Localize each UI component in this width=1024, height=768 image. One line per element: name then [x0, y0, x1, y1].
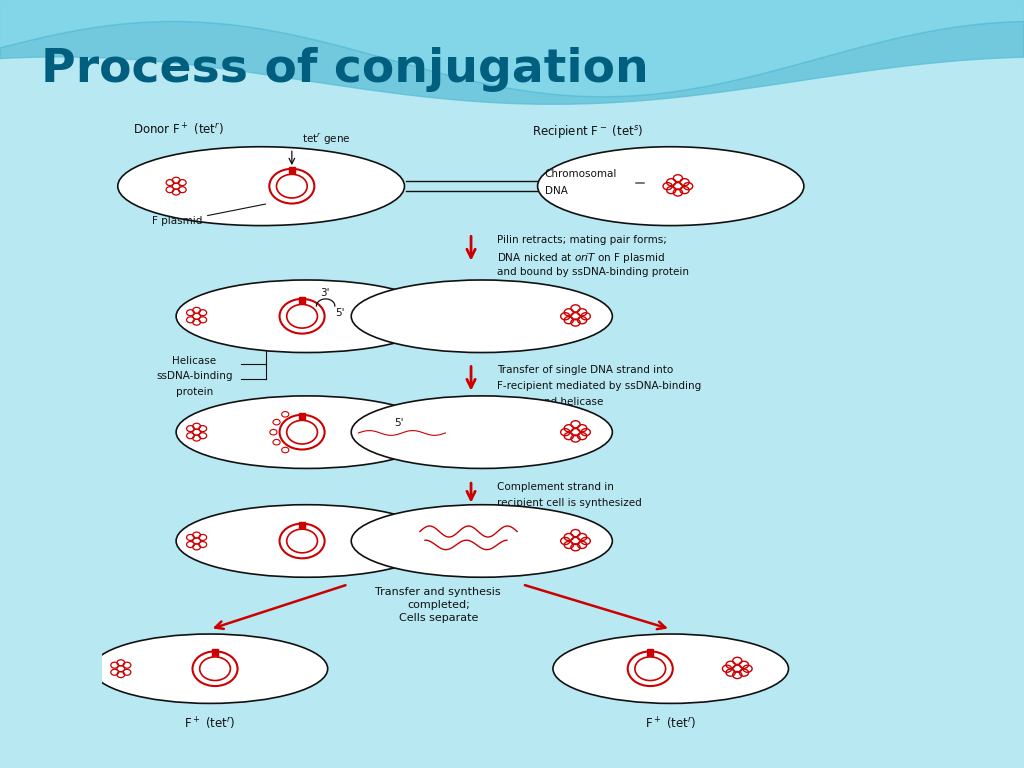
Text: 5': 5': [335, 308, 344, 318]
Ellipse shape: [538, 147, 804, 226]
Circle shape: [628, 651, 673, 686]
Bar: [299, 297, 305, 303]
Bar: [647, 650, 653, 656]
Bar: [212, 650, 218, 656]
Text: ssDNA-binding: ssDNA-binding: [157, 372, 232, 382]
Circle shape: [280, 524, 325, 558]
Ellipse shape: [553, 634, 788, 703]
Text: protein and helicase: protein and helicase: [497, 397, 603, 407]
Text: F$^+$ (tet$^r$): F$^+$ (tet$^r$): [645, 716, 696, 733]
Ellipse shape: [92, 634, 328, 703]
Text: Donor F$^+$ (tet$^r$): Donor F$^+$ (tet$^r$): [133, 122, 224, 138]
Ellipse shape: [176, 280, 437, 353]
Circle shape: [635, 657, 666, 680]
Circle shape: [276, 174, 307, 198]
Text: Process of conjugation: Process of conjugation: [41, 47, 649, 92]
Circle shape: [193, 651, 238, 686]
Text: Pilin retracts; mating pair forms;: Pilin retracts; mating pair forms;: [497, 235, 667, 245]
Bar: [289, 167, 295, 173]
Circle shape: [287, 304, 317, 328]
Text: F$^+$ (tet$^r$): F$^+$ (tet$^r$): [184, 716, 236, 733]
Text: DNA: DNA: [545, 186, 567, 196]
Circle shape: [287, 529, 317, 553]
Circle shape: [280, 415, 325, 449]
Text: recipient cell is synthesized: recipient cell is synthesized: [497, 498, 641, 508]
Ellipse shape: [118, 147, 404, 226]
Text: 5': 5': [394, 418, 403, 428]
Text: F-recipient mediated by ssDNA-binding: F-recipient mediated by ssDNA-binding: [497, 381, 700, 391]
Text: protein: protein: [176, 387, 213, 397]
Text: Recipient F$^-$ (tet$^s$): Recipient F$^-$ (tet$^s$): [532, 123, 644, 140]
Text: 3': 3': [321, 288, 330, 298]
Circle shape: [287, 420, 317, 444]
Text: tet$^r$ gene: tet$^r$ gene: [302, 131, 350, 147]
Circle shape: [269, 169, 314, 204]
Text: Chromosomal: Chromosomal: [545, 169, 617, 179]
Bar: [299, 413, 305, 419]
Circle shape: [200, 657, 230, 680]
Circle shape: [280, 299, 325, 333]
Bar: [299, 521, 305, 528]
Text: Helicase: Helicase: [172, 356, 217, 366]
Text: DNA nicked at $\mathit{oriT}$ on F plasmid: DNA nicked at $\mathit{oriT}$ on F plasm…: [497, 251, 665, 265]
Ellipse shape: [176, 505, 437, 578]
Text: Transfer of single DNA strand into: Transfer of single DNA strand into: [497, 365, 673, 375]
Ellipse shape: [351, 505, 612, 578]
Text: and bound by ssDNA-binding protein: and bound by ssDNA-binding protein: [497, 266, 688, 276]
Text: Transfer and synthesis
completed;
Cells separate: Transfer and synthesis completed; Cells …: [376, 587, 501, 623]
Ellipse shape: [351, 280, 612, 353]
Ellipse shape: [176, 396, 437, 468]
Ellipse shape: [351, 396, 612, 468]
Text: Complement strand in: Complement strand in: [497, 482, 613, 492]
Text: F plasmid: F plasmid: [152, 216, 202, 226]
